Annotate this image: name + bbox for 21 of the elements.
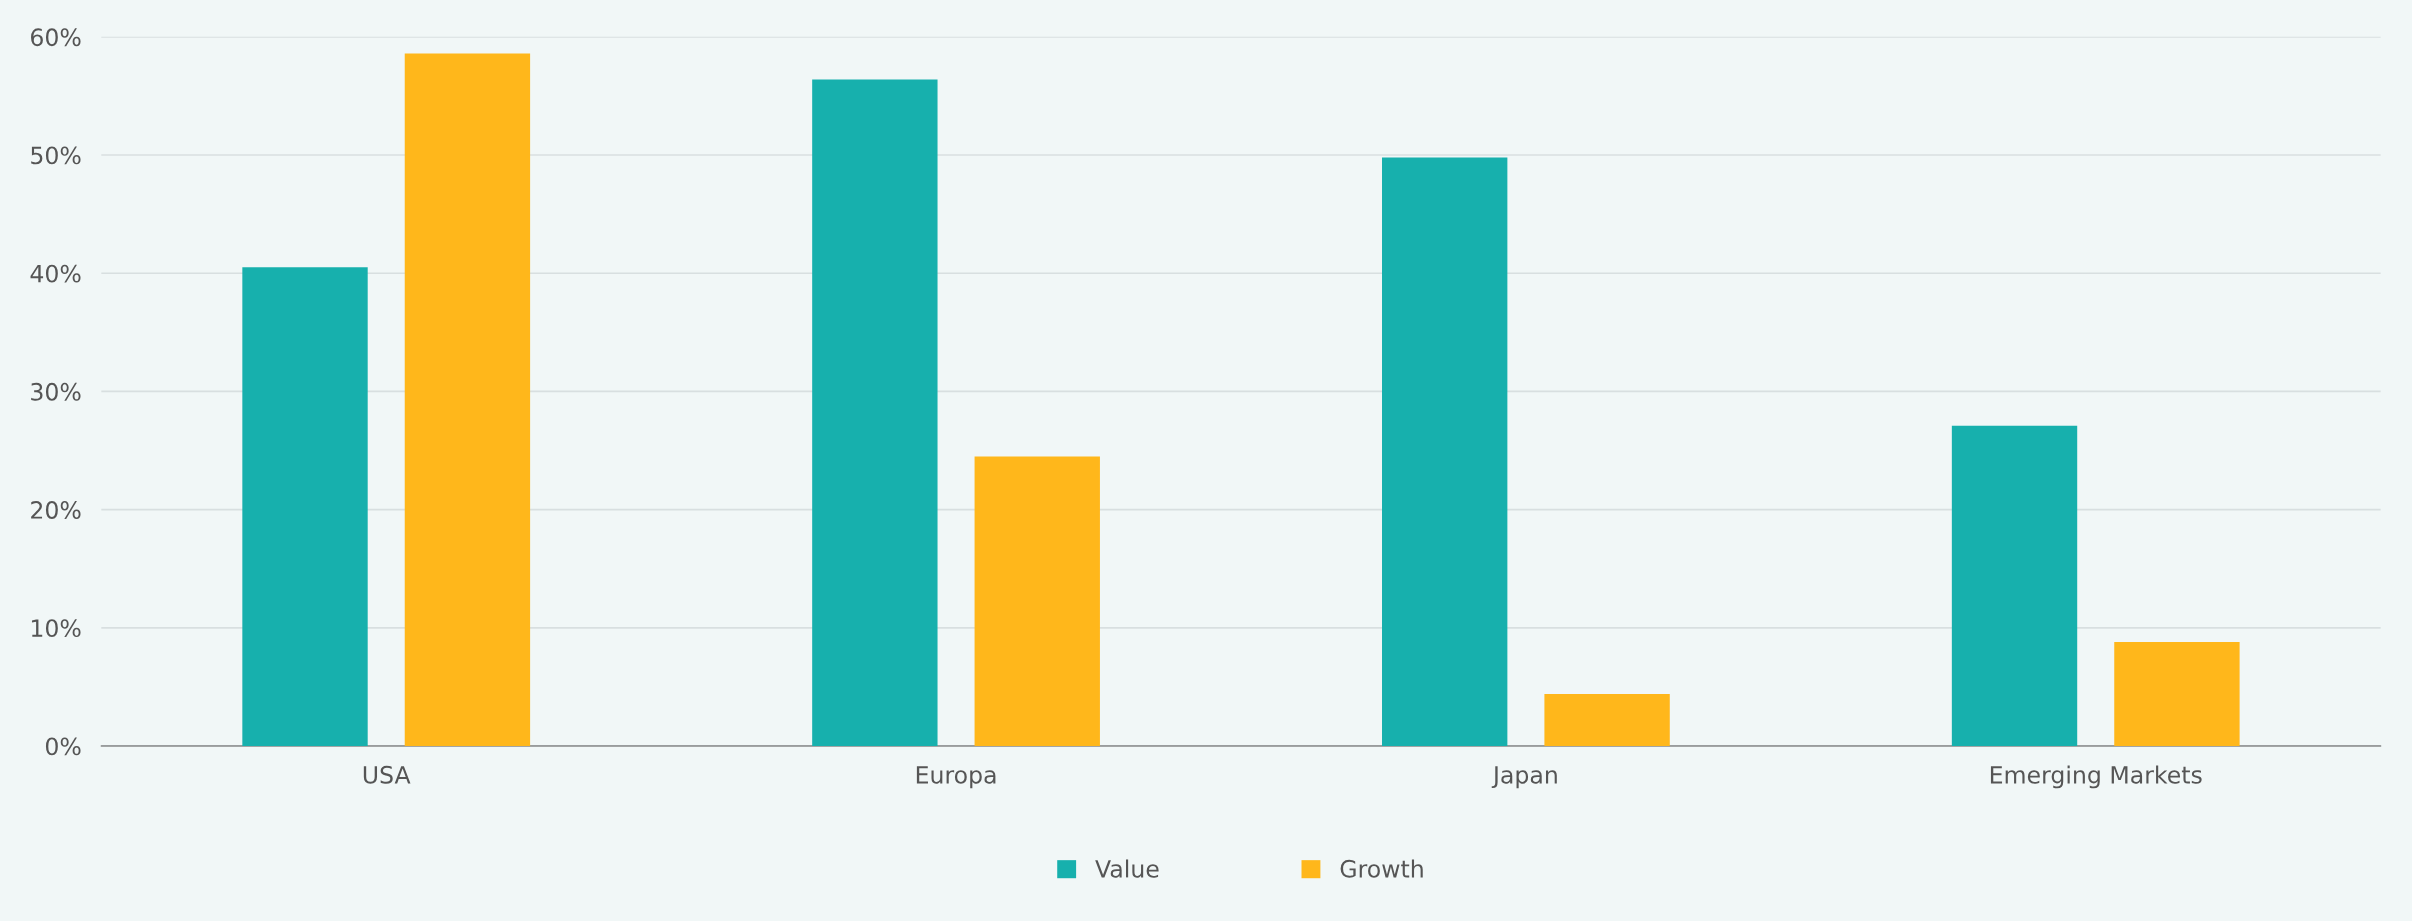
y-tick-label: 10% [31, 619, 81, 638]
bar [1544, 694, 1670, 747]
x-tick-label: Japan [1491, 766, 1557, 789]
y-tick-label: 60% [31, 28, 81, 47]
y-tick-label: 30% [31, 382, 81, 401]
bar [1951, 425, 2078, 747]
legend-label: Value [1095, 859, 1159, 878]
bar [2114, 642, 2240, 747]
bar [812, 79, 938, 747]
y-tick-label: 40% [30, 264, 81, 283]
legend-label: Growth [1340, 859, 1423, 878]
x-tick-label: Emerging Markets [1990, 765, 2202, 789]
bar [404, 53, 531, 747]
y-tick-label: 20% [31, 501, 81, 519]
bar [1382, 157, 1508, 747]
y-tick-label: 0% [45, 737, 81, 756]
y-tick-label: 50% [31, 146, 81, 165]
bar [974, 456, 1100, 747]
bar [242, 267, 368, 747]
x-tick-label: Europa [916, 766, 996, 789]
x-tick-label: USA [363, 765, 411, 784]
